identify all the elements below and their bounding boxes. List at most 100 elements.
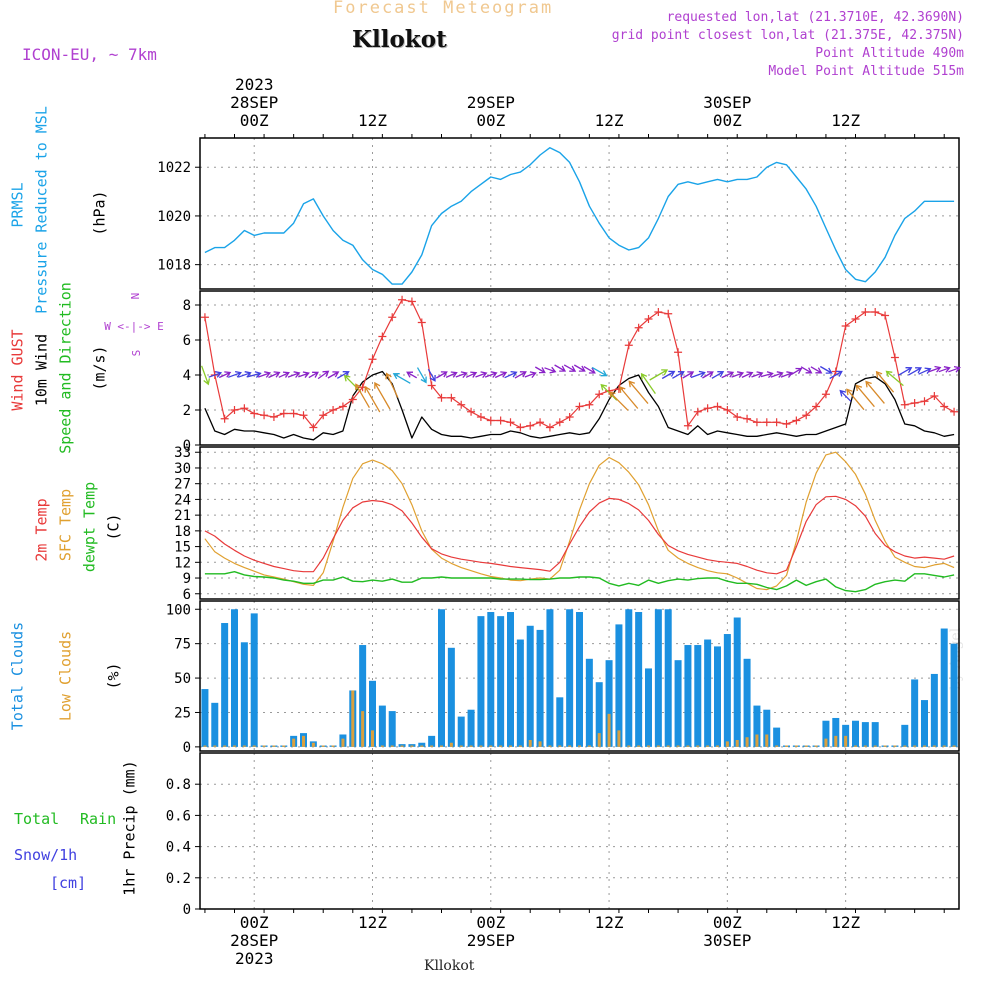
wind-direction-arrow [465, 371, 478, 378]
wind-direction-arrow [455, 371, 468, 379]
temp-2m-label: 2m Temp [33, 498, 51, 561]
total-cloud-bar [369, 680, 376, 747]
panel-pressure: 1018 1020 1022 [157, 137, 960, 290]
total-cloud-bar [536, 629, 544, 747]
gust-marker [703, 404, 712, 413]
wind-direction-arrow [257, 371, 272, 378]
total-cloud-bar [911, 679, 919, 747]
low-cloud-bar [538, 741, 542, 747]
gust-marker [447, 393, 456, 402]
pressure-label-prmsl: PRMSL [9, 182, 27, 227]
gust-marker [348, 395, 357, 404]
total-cloud-bar [743, 658, 751, 747]
bottom-time-label: 30SEP [703, 931, 751, 950]
low-cloud-bar [932, 745, 936, 747]
gust-marker [575, 402, 584, 411]
wind-direction-arrow [829, 370, 843, 380]
wind-10m-label: 10m Wind [33, 334, 51, 406]
gust-marker [545, 423, 554, 432]
gust-marker [841, 322, 850, 330]
top-time-label: 28SEP [230, 93, 278, 112]
y-tick-label: 0.6 [166, 808, 191, 824]
y-tick-label: 0.2 [166, 871, 191, 887]
y-tick-label: 25 [174, 705, 191, 721]
footer-location: Kllokot [424, 958, 475, 974]
wind-direction-arrow [278, 371, 290, 378]
wind-direction-arrow [406, 371, 418, 379]
total-cloud-bar [723, 634, 731, 747]
low-cloud-bar [745, 737, 749, 747]
total-cloud-bar [231, 609, 238, 747]
pressure-line [204, 146, 955, 285]
total-cloud-bar [418, 742, 426, 747]
wind-direction-arrow [544, 366, 557, 374]
total-cloud-bar [546, 609, 554, 747]
wind-direction-arrow [227, 370, 242, 378]
total-cloud-bar [930, 673, 938, 747]
low-cloud-bar [272, 745, 276, 747]
total-cloud-bar [822, 720, 830, 747]
dewpt-temp-line [204, 571, 955, 593]
low-cloud-bar [351, 690, 355, 747]
gust-marker [467, 407, 476, 416]
low-cloud-bar [952, 745, 956, 747]
low-cloud-bar [311, 742, 315, 747]
gust-marker [950, 407, 959, 416]
low-cloud-bar [469, 745, 473, 747]
total-cloud-bar [940, 628, 948, 747]
wind-direction-arrow [268, 371, 281, 379]
compass-north-label: N [129, 293, 142, 300]
wind-direction-arrow [682, 371, 695, 379]
total-cloud-bar [852, 720, 859, 747]
panel-frame [199, 446, 960, 600]
wind-direction-arrow [435, 371, 448, 379]
gust-marker [299, 411, 308, 420]
compass-west-east-label: W <-|-> E [104, 320, 164, 333]
bottom-time-label: 00Z [240, 913, 269, 932]
wind-direction-arrow [810, 366, 823, 374]
wind-direction-arrow [897, 367, 913, 376]
low-cloud-bar [578, 745, 581, 747]
total-cloud-bar [526, 625, 534, 747]
y-tick-label: 27 [174, 477, 191, 493]
wind-direction-arrow [583, 366, 596, 374]
low-cloud-bar [627, 745, 631, 747]
low-cloud-bar [449, 742, 453, 747]
low-cloud-bar [371, 730, 374, 747]
y-tick-label: 21 [174, 508, 191, 524]
gust-marker [269, 413, 278, 421]
low-cloud-bar [647, 745, 650, 747]
wind-direction-arrow [791, 367, 803, 375]
y-tick-label: 1018 [157, 258, 191, 274]
wind-direction-arrow [628, 380, 649, 405]
gust-marker [437, 393, 446, 402]
wind-direction-arrow [741, 371, 754, 378]
gust-marker [585, 400, 594, 409]
low-cloud-bar [696, 745, 700, 747]
y-tick-label: 0 [183, 438, 191, 454]
bottom-time-label: 29SEP [467, 931, 515, 950]
low-cloud-bar [913, 745, 917, 747]
low-cloud-bar [854, 745, 857, 747]
pressure-unit-label: (hPa) [91, 190, 109, 235]
low-cloud-bar [341, 738, 345, 747]
wind-direction-arrow [355, 383, 370, 409]
precip-total-label: Total [14, 810, 59, 828]
low-cloud-bar [587, 745, 591, 747]
wind-direction-arrow [885, 370, 904, 387]
wind-direction-arrow [928, 365, 942, 373]
wind-direction-arrow [690, 370, 706, 379]
gust-marker [309, 423, 318, 432]
low-cloud-bar [528, 739, 532, 747]
total-cloud-bar [221, 623, 229, 747]
wind-direction-arrow [948, 365, 961, 373]
gust-marker [230, 406, 239, 414]
panel-frame [199, 137, 960, 290]
wind-direction-arrow [287, 371, 301, 378]
total-cloud-bar [447, 647, 455, 747]
gust-marker [900, 400, 909, 409]
gust-marker [802, 411, 811, 420]
sfc-temp-line [204, 451, 955, 591]
